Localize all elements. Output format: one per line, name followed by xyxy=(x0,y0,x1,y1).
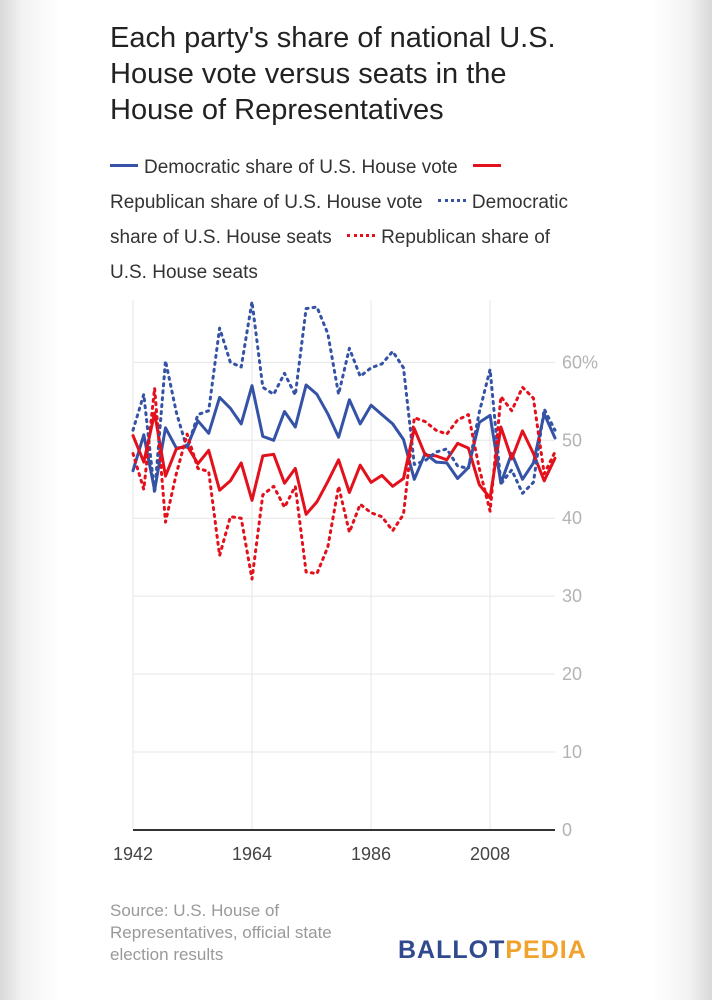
legend-swatch-rep-vote xyxy=(472,164,501,168)
y-tick-label-6: 60% xyxy=(562,352,598,372)
series-line-0 xyxy=(131,383,557,492)
logo-part-ballot: BALLOT xyxy=(398,936,506,964)
chart-axes: 0 10 20 30 40 50 60% 1942 1964 1986 2008 xyxy=(113,352,598,864)
legend-label-rep-vote: Republican share of U.S. House vote xyxy=(110,192,423,213)
legend-swatch-rep-seats xyxy=(347,234,376,238)
y-tick-label-2: 20 xyxy=(562,664,582,684)
legend-item-rep-vote: Republican share of U.S. House vote xyxy=(110,157,507,213)
source-note: Source: U.S. House of Representatives, o… xyxy=(110,901,332,964)
legend-label-rep-seats: Republican share of U.S. House seats xyxy=(110,227,551,283)
y-tick-label-5: 50 xyxy=(562,430,582,450)
legend-label-dem-seats: Democratic share of U.S. House seats xyxy=(110,192,568,248)
line-chart: 0 10 20 30 40 50 60% 1942 1964 1986 2008 xyxy=(113,300,598,864)
legend-swatch-dem-seats xyxy=(437,199,466,203)
series-line-3 xyxy=(131,385,557,581)
y-tick-label-1: 10 xyxy=(562,742,582,762)
logo-part-pedia: PEDIA xyxy=(505,936,587,964)
legend-item-dem-vote: Democratic share of U.S. House vote xyxy=(110,157,458,178)
chart-legend: Democratic share of U.S. House vote Repu… xyxy=(110,150,580,290)
ballotpedia-logo: BALLOTPEDIA xyxy=(398,936,587,965)
y-tick-label-4: 40 xyxy=(562,508,582,528)
legend-item-dem-seats: Democratic share of U.S. House seats xyxy=(110,192,568,248)
x-tick-label-1: 1964 xyxy=(232,844,272,864)
x-tick-label-3: 2008 xyxy=(470,844,510,864)
x-tick-label-2: 1986 xyxy=(351,844,391,864)
legend-swatch-dem-vote xyxy=(110,164,138,168)
legend-item-rep-seats: Republican share of U.S. House seats xyxy=(110,227,550,283)
legend-label-dem-vote: Democratic share of U.S. House vote xyxy=(144,157,458,178)
y-tick-label-0: 0 xyxy=(562,820,572,840)
chart-series xyxy=(131,300,557,581)
chart-title: Each party's share of national U.S. Hous… xyxy=(110,22,556,126)
x-tick-label-0: 1942 xyxy=(113,844,153,864)
series-line-2 xyxy=(131,300,557,495)
y-tick-label-3: 30 xyxy=(562,586,582,606)
